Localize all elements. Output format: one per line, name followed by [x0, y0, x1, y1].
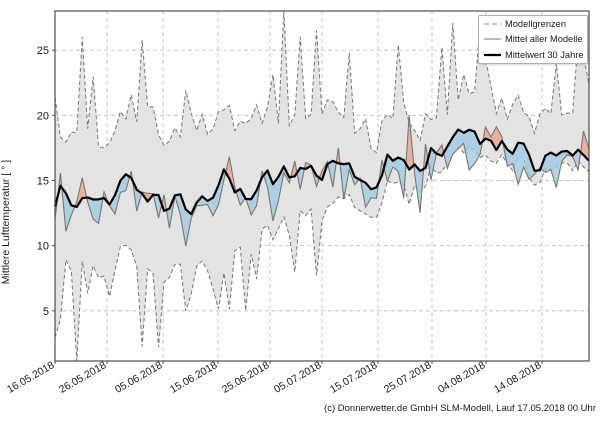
svg-text:15: 15: [37, 175, 49, 187]
svg-text:10: 10: [37, 241, 49, 253]
svg-text:20: 20: [37, 110, 49, 122]
svg-text:25: 25: [37, 45, 49, 57]
svg-text:5: 5: [43, 306, 49, 318]
